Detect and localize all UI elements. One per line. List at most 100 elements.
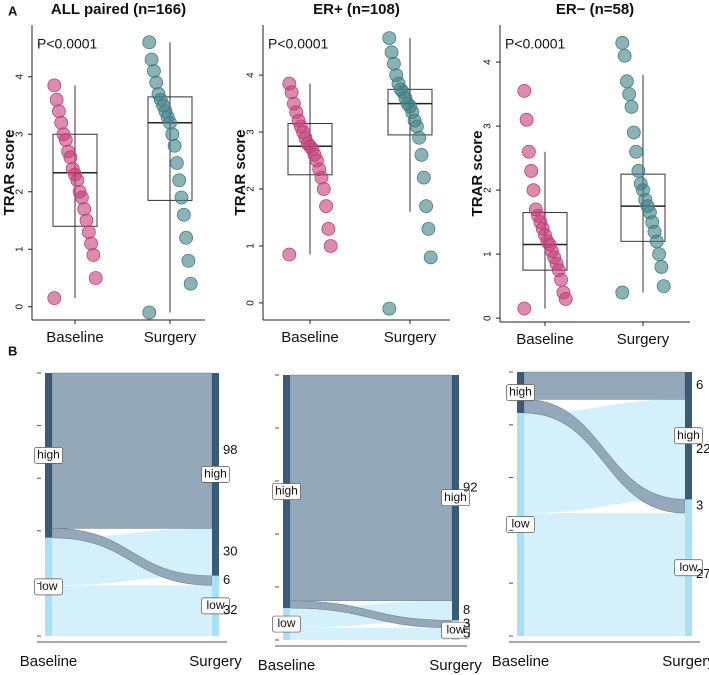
flow-label: 6 <box>696 377 703 392</box>
point <box>615 36 630 50</box>
flow-label: 30 <box>223 543 237 558</box>
point <box>384 45 399 60</box>
point <box>629 144 643 159</box>
flow <box>523 371 686 400</box>
flow <box>52 585 212 636</box>
stratum-label-box <box>506 384 535 401</box>
point <box>169 156 184 170</box>
point <box>652 247 666 262</box>
point <box>282 247 297 262</box>
point <box>316 182 331 196</box>
point <box>321 221 336 236</box>
stratum-label-box <box>674 427 703 445</box>
stratum-label-box <box>272 615 301 633</box>
point <box>54 115 69 130</box>
x-tick-label: Surgery <box>429 657 482 674</box>
stratum-label: high <box>37 448 60 462</box>
annotation: P<0.0001 <box>37 36 98 52</box>
point <box>65 161 80 176</box>
flow <box>289 374 453 602</box>
point <box>624 100 639 114</box>
point <box>524 164 539 178</box>
stratum-label: high <box>677 428 700 442</box>
panel-label: A <box>8 3 18 18</box>
point <box>528 202 543 217</box>
point <box>146 64 161 78</box>
point <box>47 291 62 306</box>
stratum-label: high <box>204 467 227 481</box>
point <box>47 78 62 93</box>
y-tick-label: 4 <box>15 74 26 80</box>
point <box>86 248 101 262</box>
point <box>282 76 297 91</box>
point <box>144 52 159 67</box>
point <box>88 271 103 285</box>
x-tick-label: Surgery <box>384 329 437 346</box>
point <box>517 301 532 316</box>
chart-title: ALL paired (n=166) <box>51 1 186 18</box>
point <box>56 127 71 142</box>
point <box>526 183 541 198</box>
flow-label: 98 <box>223 442 237 457</box>
stratum-label: low <box>679 560 697 574</box>
stratum-label: low <box>39 579 57 593</box>
x-tick-label: Baseline <box>516 331 574 348</box>
flow <box>290 627 452 640</box>
y-tick-label: 2 <box>246 186 257 192</box>
x-tick-label: Surgery <box>189 653 242 670</box>
annotation: P<0.0001 <box>268 36 329 52</box>
point <box>149 75 164 90</box>
point <box>412 130 427 145</box>
point <box>172 173 187 188</box>
box <box>522 212 568 271</box>
x-tick-label: Surgery <box>617 331 670 348</box>
flow-label: 8 <box>463 602 470 617</box>
y-tick-label: 4 <box>246 72 257 78</box>
stratum-label: low <box>446 622 464 636</box>
y-tick-label: 3 <box>483 123 494 129</box>
stratum-label-box <box>34 578 63 596</box>
x-tick-label: Baseline <box>492 653 550 670</box>
point <box>615 285 630 300</box>
y-tick-label: 0 <box>483 315 494 321</box>
point <box>382 301 397 316</box>
box <box>52 133 98 227</box>
point <box>416 170 431 185</box>
point <box>319 199 334 214</box>
annotation: P<0.0001 <box>505 36 566 52</box>
y-tick-label: 1 <box>246 243 257 249</box>
point <box>142 35 157 50</box>
stratum-label-box <box>674 559 703 577</box>
stratum-label-box <box>441 621 470 639</box>
stratum-label: low <box>206 598 224 612</box>
stratum-label: high <box>509 385 532 399</box>
point <box>522 144 536 159</box>
y-tick-label: 2 <box>483 187 494 193</box>
box <box>387 88 433 136</box>
point <box>633 176 648 191</box>
x-tick-label: Surgery <box>144 329 197 346</box>
box <box>147 96 193 201</box>
stratum-label-box <box>506 516 535 533</box>
point <box>179 230 194 245</box>
flow-label: 5 <box>463 625 470 640</box>
point <box>286 96 301 111</box>
flow <box>524 513 685 636</box>
flow-label: 6 <box>223 572 230 587</box>
box <box>287 123 333 176</box>
point <box>519 112 534 127</box>
stratum-label-box <box>441 489 470 507</box>
y-tick-label: 1 <box>15 246 26 252</box>
point <box>142 305 157 320</box>
y-axis-label: TRAR score <box>469 131 486 217</box>
point <box>654 260 669 274</box>
stratum-label-box <box>34 447 63 464</box>
y-tick-label: 3 <box>15 131 26 137</box>
point <box>386 56 401 71</box>
x-tick-label: Baseline <box>281 329 339 346</box>
y-axis-label: TRAR score <box>1 130 18 216</box>
point <box>174 190 189 205</box>
point <box>77 202 92 216</box>
stratum-label-box <box>272 483 301 500</box>
point <box>656 279 671 294</box>
